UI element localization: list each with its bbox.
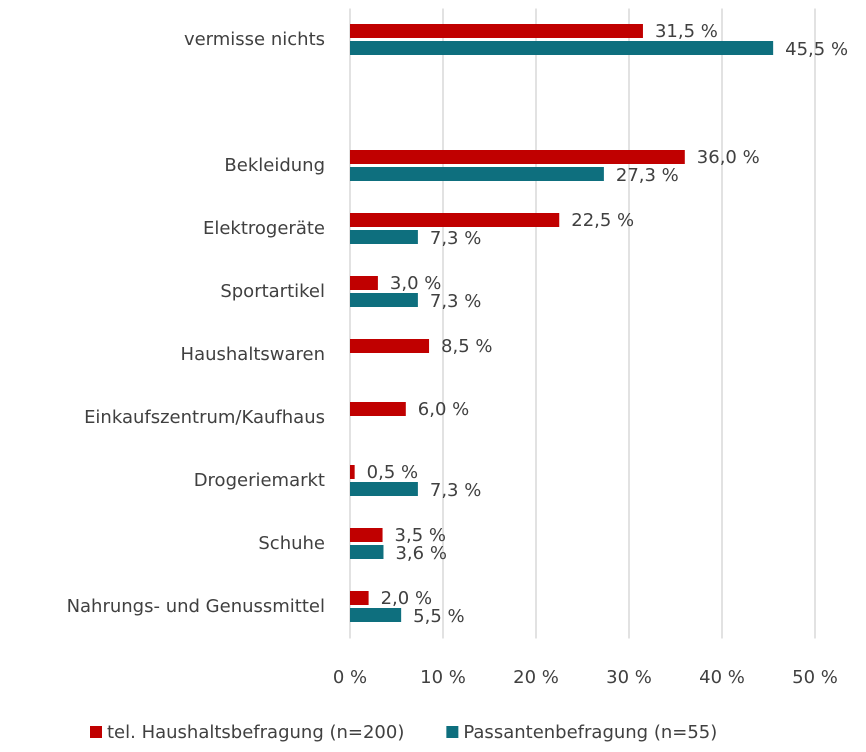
value-label: 31,5 % bbox=[655, 21, 718, 42]
bar bbox=[350, 465, 355, 479]
bar bbox=[350, 528, 383, 542]
value-label: 0,5 % bbox=[367, 462, 418, 483]
value-label: 2,0 % bbox=[381, 588, 432, 609]
bar bbox=[350, 402, 406, 416]
y-tick-label: Sportartikel bbox=[220, 281, 325, 302]
value-label: 7,3 % bbox=[430, 228, 481, 249]
legend-label: tel. Haushaltsbefragung (n=200) bbox=[107, 722, 404, 743]
bar bbox=[350, 482, 418, 496]
bar bbox=[350, 545, 384, 559]
bar bbox=[350, 608, 402, 622]
value-label: 8,5 % bbox=[441, 336, 492, 357]
value-label: 3,0 % bbox=[390, 273, 441, 294]
value-label: 6,0 % bbox=[418, 399, 469, 420]
value-label: 36,0 % bbox=[697, 147, 760, 168]
x-tick-label: 0 % bbox=[333, 667, 367, 688]
legend-swatch bbox=[90, 726, 102, 738]
legend-swatch bbox=[446, 726, 459, 738]
y-tick-label: Elektrogeräte bbox=[203, 218, 325, 239]
bar bbox=[350, 41, 774, 55]
y-tick-label: Haushaltswaren bbox=[181, 344, 325, 365]
value-label: 7,3 % bbox=[430, 291, 481, 312]
bar bbox=[350, 24, 643, 38]
bar bbox=[350, 276, 378, 290]
y-tick-label: Schuhe bbox=[258, 533, 325, 554]
bar bbox=[350, 230, 418, 244]
value-label: 22,5 % bbox=[571, 210, 634, 231]
x-tick-label: 30 % bbox=[606, 667, 652, 688]
y-tick-label: vermisse nichts bbox=[184, 29, 325, 50]
value-label: 27,3 % bbox=[616, 165, 679, 186]
value-label: 3,5 % bbox=[395, 525, 446, 546]
x-tick-label: 40 % bbox=[699, 667, 745, 688]
bar bbox=[350, 213, 560, 227]
y-tick-label: Drogeriemarkt bbox=[194, 470, 325, 491]
value-label: 3,6 % bbox=[395, 543, 446, 564]
legend-label: Passantenbefragung (n=55) bbox=[463, 722, 717, 743]
y-tick-label: Bekleidung bbox=[224, 155, 325, 176]
bar bbox=[350, 167, 604, 181]
bar bbox=[350, 591, 369, 605]
x-tick-label: 10 % bbox=[420, 667, 466, 688]
x-tick-label: 50 % bbox=[792, 667, 838, 688]
value-label: 7,3 % bbox=[430, 480, 481, 501]
y-tick-label: Einkaufszentrum/Kaufhaus bbox=[84, 407, 325, 428]
y-tick-label: Nahrungs- und Genussmittel bbox=[67, 596, 325, 617]
bar bbox=[350, 339, 430, 353]
x-tick-label: 20 % bbox=[513, 667, 559, 688]
value-label: 5,5 % bbox=[413, 606, 464, 627]
bar bbox=[350, 150, 685, 164]
bar bbox=[350, 293, 418, 307]
value-label: 45,5 % bbox=[785, 39, 848, 60]
